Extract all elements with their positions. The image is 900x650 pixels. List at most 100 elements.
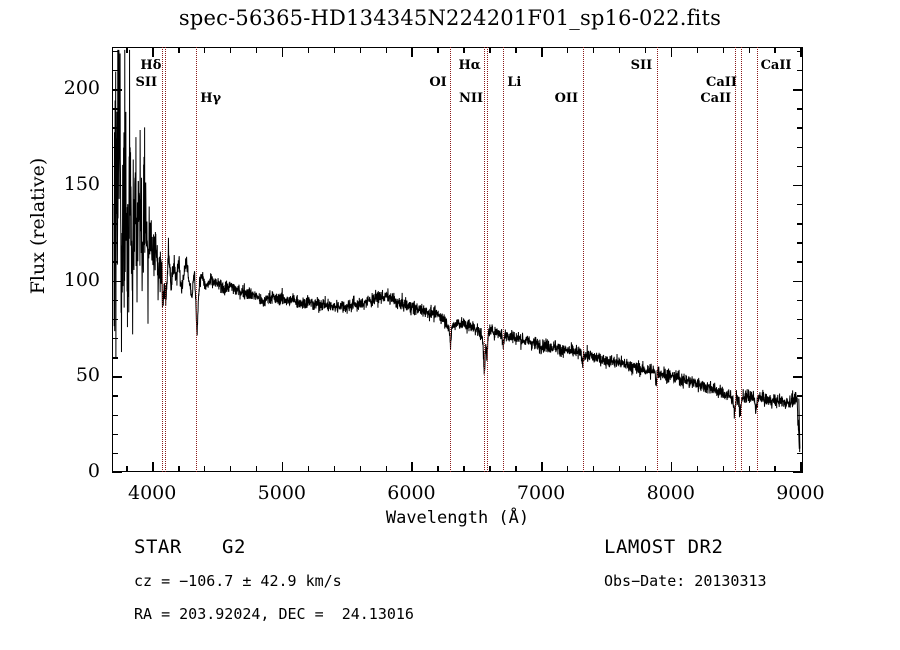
x-tick-top (670, 47, 673, 57)
x-tick-top (644, 47, 647, 53)
x-tick-top (541, 47, 543, 57)
x-minor-tick (126, 466, 128, 472)
obs-date-label: Obs−Date: 20130313 (604, 572, 767, 590)
y-tick-right (797, 108, 803, 110)
y-tick-right (797, 50, 803, 53)
x-tick-top (281, 47, 284, 57)
y-major-tick (112, 376, 122, 378)
y-minor-tick (112, 203, 118, 206)
x-tick-top (359, 47, 361, 53)
line-label-nii: NII (459, 91, 484, 106)
marker-line-oii (582, 47, 584, 472)
x-minor-tick (592, 466, 595, 472)
x-minor-tick (255, 466, 258, 472)
y-minor-tick (112, 452, 118, 455)
x-minor-tick (178, 466, 180, 472)
line-label-oii: OII (554, 91, 579, 106)
y-minor-tick (112, 165, 118, 168)
y-tick-right (797, 433, 803, 436)
x-minor-tick (359, 466, 361, 472)
y-minor-tick (112, 433, 118, 436)
cz-label: cz = −106.7 ± 42.9 km/s (134, 572, 342, 590)
y-minor-tick (112, 299, 118, 302)
y-minor-tick (112, 50, 118, 53)
y-tick-right (797, 337, 803, 340)
x-tick-top (204, 47, 206, 53)
x-minor-tick (385, 466, 387, 472)
x-minor-tick (644, 466, 647, 472)
y-tick-right (797, 414, 803, 416)
y-tick-right (797, 146, 803, 148)
y-tick-right (797, 127, 803, 129)
x-tick-top (229, 47, 232, 53)
x-tick-label: 8000 (646, 482, 695, 504)
x-tick-top (489, 47, 491, 53)
y-tick-right (793, 280, 803, 282)
y-tick-right (797, 318, 803, 321)
marker-line-hα (484, 47, 486, 472)
x-tick-top (592, 47, 595, 53)
x-minor-tick (437, 466, 439, 472)
y-tick-right (797, 299, 803, 302)
y-minor-tick (112, 223, 118, 225)
x-minor-tick (489, 466, 491, 472)
x-tick-top (385, 47, 387, 53)
x-tick-label: 4000 (128, 482, 177, 504)
y-major-tick (112, 89, 122, 91)
y-tick-right (797, 223, 803, 225)
x-tick-top (437, 47, 439, 53)
marker-line-oi (450, 47, 452, 472)
x-major-tick (152, 462, 154, 472)
survey-label: LAMOST DR2 (604, 536, 724, 558)
y-tick-label: 50 (75, 364, 100, 387)
spectral-class-label: G2 (222, 536, 246, 558)
line-label-sii: SII (135, 75, 158, 90)
y-minor-tick (112, 337, 118, 340)
x-tick-label: 6000 (387, 482, 436, 504)
y-tick-label: 100 (63, 268, 100, 291)
y-tick-right (797, 261, 803, 263)
marker-line-caii (741, 47, 743, 472)
marker-line-sii (656, 47, 658, 472)
y-tick-right (793, 89, 803, 91)
marker-line-hδ (165, 47, 167, 472)
coordinates-label: RA = 203.92024, DEC = 24.13016 (134, 605, 414, 623)
y-minor-tick (112, 242, 118, 244)
x-tick-top (126, 47, 128, 53)
x-tick-top (515, 47, 517, 53)
x-tick-label: 7000 (516, 482, 566, 504)
y-minor-tick (112, 414, 118, 416)
spectrum-curve (113, 48, 802, 471)
x-minor-tick (722, 466, 724, 472)
y-minor-tick (112, 127, 118, 129)
x-tick-top (463, 47, 465, 53)
x-major-tick (541, 462, 543, 472)
y-minor-tick (112, 108, 118, 110)
y-tick-label: 200 (63, 77, 100, 100)
x-major-tick (411, 462, 413, 472)
y-tick-right (793, 472, 803, 474)
y-tick-right (797, 242, 803, 244)
y-tick-right (797, 357, 803, 359)
x-major-tick (800, 462, 802, 472)
marker-line-sii (161, 47, 163, 472)
x-tick-top (307, 47, 310, 53)
y-major-tick (112, 472, 122, 474)
x-minor-tick (204, 466, 206, 472)
x-tick-top (178, 47, 180, 53)
y-tick-label: 0 (87, 460, 100, 482)
x-minor-tick (774, 466, 776, 472)
x-tick-label: 5000 (257, 482, 306, 504)
x-major-tick (670, 462, 673, 472)
x-tick-top (722, 47, 724, 53)
y-tick-right (797, 203, 803, 206)
y-minor-tick (112, 318, 118, 321)
line-label-caii: CaII (760, 58, 792, 73)
x-minor-tick (463, 466, 465, 472)
x-tick-label: 9000 (776, 482, 825, 504)
y-tick-right (797, 165, 803, 168)
y-minor-tick (112, 357, 118, 359)
x-tick-top (333, 47, 336, 53)
line-label-hγ: Hγ (200, 91, 222, 106)
